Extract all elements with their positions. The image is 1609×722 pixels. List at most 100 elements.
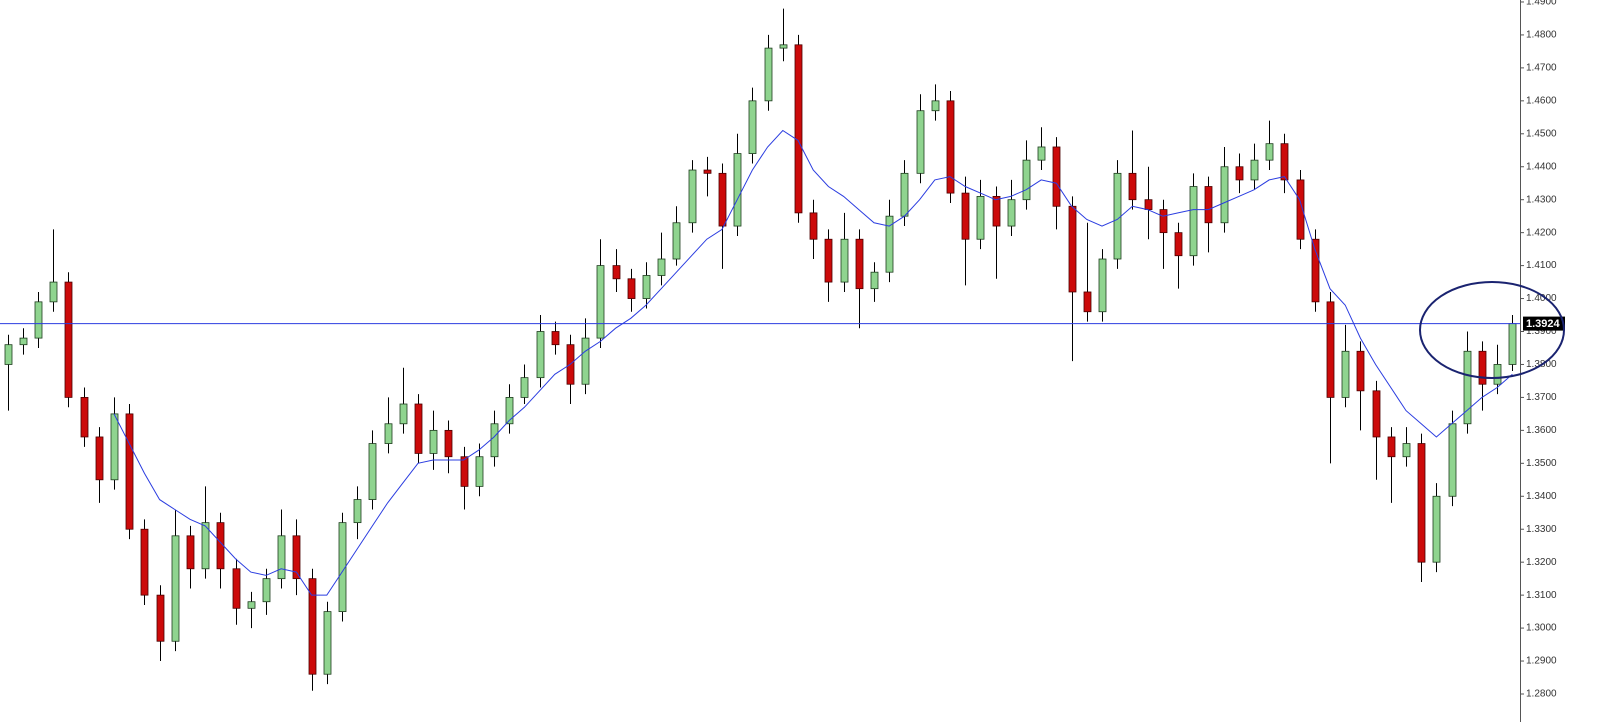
candle-body (1144, 199, 1153, 210)
candle-body (1052, 146, 1061, 207)
y-tick-label: 1.4100 (1526, 260, 1557, 271)
y-tick-label: 1.4700 (1526, 63, 1557, 74)
candle-body (505, 397, 514, 425)
y-tick-label: 1.3600 (1526, 425, 1557, 436)
candle-body (581, 337, 590, 385)
candle-body (1235, 166, 1244, 181)
candle-body (1372, 390, 1381, 438)
candle-body (870, 271, 879, 290)
candle-body (49, 281, 58, 303)
candle-body (460, 456, 469, 487)
y-tick-label: 1.4000 (1526, 293, 1557, 304)
candle-body (1113, 172, 1122, 260)
candle-body (520, 377, 529, 398)
candle-body (4, 344, 13, 365)
candle-body (961, 192, 970, 240)
candle-body (1387, 436, 1396, 458)
candle-body (1250, 159, 1259, 181)
candle-body (429, 429, 438, 454)
y-tick-label: 1.3000 (1526, 623, 1557, 634)
candle-body (277, 535, 286, 580)
candle-body (1083, 291, 1092, 313)
candle-body (840, 238, 849, 283)
candle-body (323, 611, 332, 675)
candle-body (900, 172, 909, 217)
candle-body (885, 215, 894, 273)
candle-body (95, 436, 104, 481)
candle-body (1037, 146, 1046, 161)
candle-body (1068, 205, 1077, 293)
candle-body (794, 44, 803, 214)
candle-body (444, 429, 453, 458)
candles (4, 8, 1517, 691)
y-tick-label: 1.3200 (1526, 557, 1557, 568)
candle-body (992, 195, 1001, 227)
candle-body (1022, 159, 1031, 201)
candle-body (353, 499, 362, 524)
y-tick-label: 1.2800 (1526, 689, 1557, 700)
candle-body (1220, 166, 1229, 224)
candle-body (475, 456, 484, 487)
candle-body (125, 413, 134, 530)
candle-body (1189, 186, 1198, 257)
candle-body (1356, 350, 1365, 392)
candle-body (627, 278, 636, 299)
candle-body (657, 258, 666, 276)
y-tick-label: 1.2900 (1526, 656, 1557, 667)
y-tick-label: 1.3700 (1526, 392, 1557, 403)
y-tick-label: 1.4200 (1526, 227, 1557, 238)
candle-body (399, 403, 408, 425)
candle-body (201, 522, 210, 570)
candle-body (1493, 364, 1502, 385)
candle-body (292, 535, 301, 580)
candle-body (748, 100, 757, 154)
candle-body (1204, 186, 1213, 224)
candle-body (80, 397, 89, 438)
candle-body (262, 578, 271, 603)
candle-body (551, 331, 560, 346)
candle-body (596, 265, 605, 339)
candle-body (703, 169, 712, 174)
candle-body (64, 281, 73, 398)
candle-body (1341, 350, 1350, 398)
candle-body (688, 169, 697, 224)
candle-body (809, 212, 818, 240)
candle-body (1007, 199, 1016, 227)
candle-body (308, 578, 317, 675)
y-tick-label: 1.4500 (1526, 128, 1557, 139)
candle-body (232, 568, 241, 609)
y-tick-label: 1.4300 (1526, 194, 1557, 205)
candle-body (1508, 323, 1517, 365)
candle-body (976, 195, 985, 240)
candle-body (1159, 209, 1168, 234)
candle-body (1280, 143, 1289, 181)
y-tick-label: 1.3400 (1526, 491, 1557, 502)
candle-body (19, 337, 28, 346)
candle-body (490, 423, 499, 458)
y-tick-label: 1.4600 (1526, 95, 1557, 106)
y-tick-label: 1.4900 (1526, 0, 1557, 8)
candle-body (414, 403, 423, 454)
candle-body (1478, 350, 1487, 385)
price-tag (1523, 316, 1565, 331)
candle-body (338, 522, 347, 613)
candle-body (368, 443, 377, 500)
y-tick-label: 1.3100 (1526, 590, 1557, 601)
candle-body (1098, 258, 1107, 313)
candle-body (1128, 172, 1137, 201)
annotation-ellipse (1419, 281, 1565, 379)
candle-body (247, 601, 256, 609)
candle-body (1402, 443, 1411, 458)
candle-body (1417, 443, 1426, 563)
y-tick-label: 1.4400 (1526, 161, 1557, 172)
candle-body (171, 535, 180, 642)
candle-body (642, 275, 651, 299)
candle-body (156, 594, 165, 642)
candle-body (612, 265, 621, 280)
moving-average (113, 129, 1513, 596)
candle-body (718, 172, 727, 227)
candle-body (140, 528, 149, 596)
candle-body (779, 44, 788, 49)
